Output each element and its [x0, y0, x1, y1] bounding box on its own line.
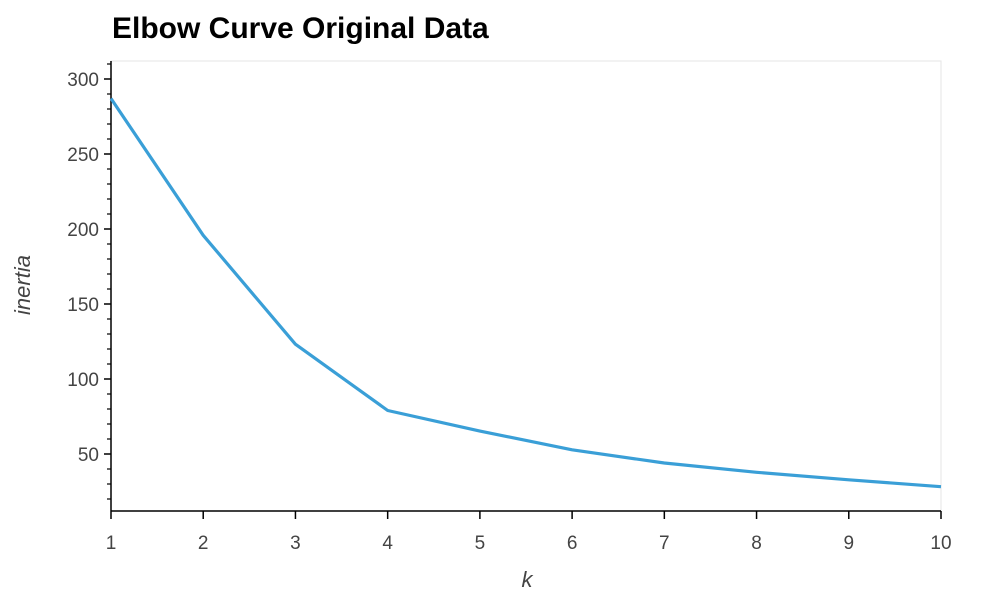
y-axis-title: inertia [10, 255, 35, 315]
x-tick-label: 4 [382, 533, 393, 554]
x-tick-label: 1 [106, 533, 117, 554]
y-tick-label: 100 [67, 370, 99, 391]
series-line-0 [109, 97, 942, 489]
x-axis-title: k [522, 567, 534, 592]
plot-frame [110, 60, 942, 512]
axes: 50 100 150 200 250 300 1 2 3 4 5 6 7 8 9 10 [67, 61, 952, 554]
chart-title: Elbow Curve Original Data [112, 12, 489, 45]
y-tick-label: 200 [67, 220, 99, 241]
x-tick-label: 7 [659, 533, 670, 554]
x-tick-label: 10 [930, 533, 951, 554]
plot-border [110, 60, 942, 512]
series-layer [109, 97, 942, 489]
y-tick-label: 50 [78, 445, 99, 466]
x-tick-label: 3 [290, 533, 301, 554]
x-tick-label: 2 [198, 533, 209, 554]
y-tick-label: 150 [67, 295, 99, 316]
y-tick-label: 300 [67, 70, 99, 91]
x-tick-label: 8 [751, 533, 762, 554]
x-tick-label: 6 [567, 533, 578, 554]
x-tick-label: 9 [843, 533, 854, 554]
y-tick-label: 250 [67, 145, 99, 166]
x-tick-label: 5 [475, 533, 486, 554]
